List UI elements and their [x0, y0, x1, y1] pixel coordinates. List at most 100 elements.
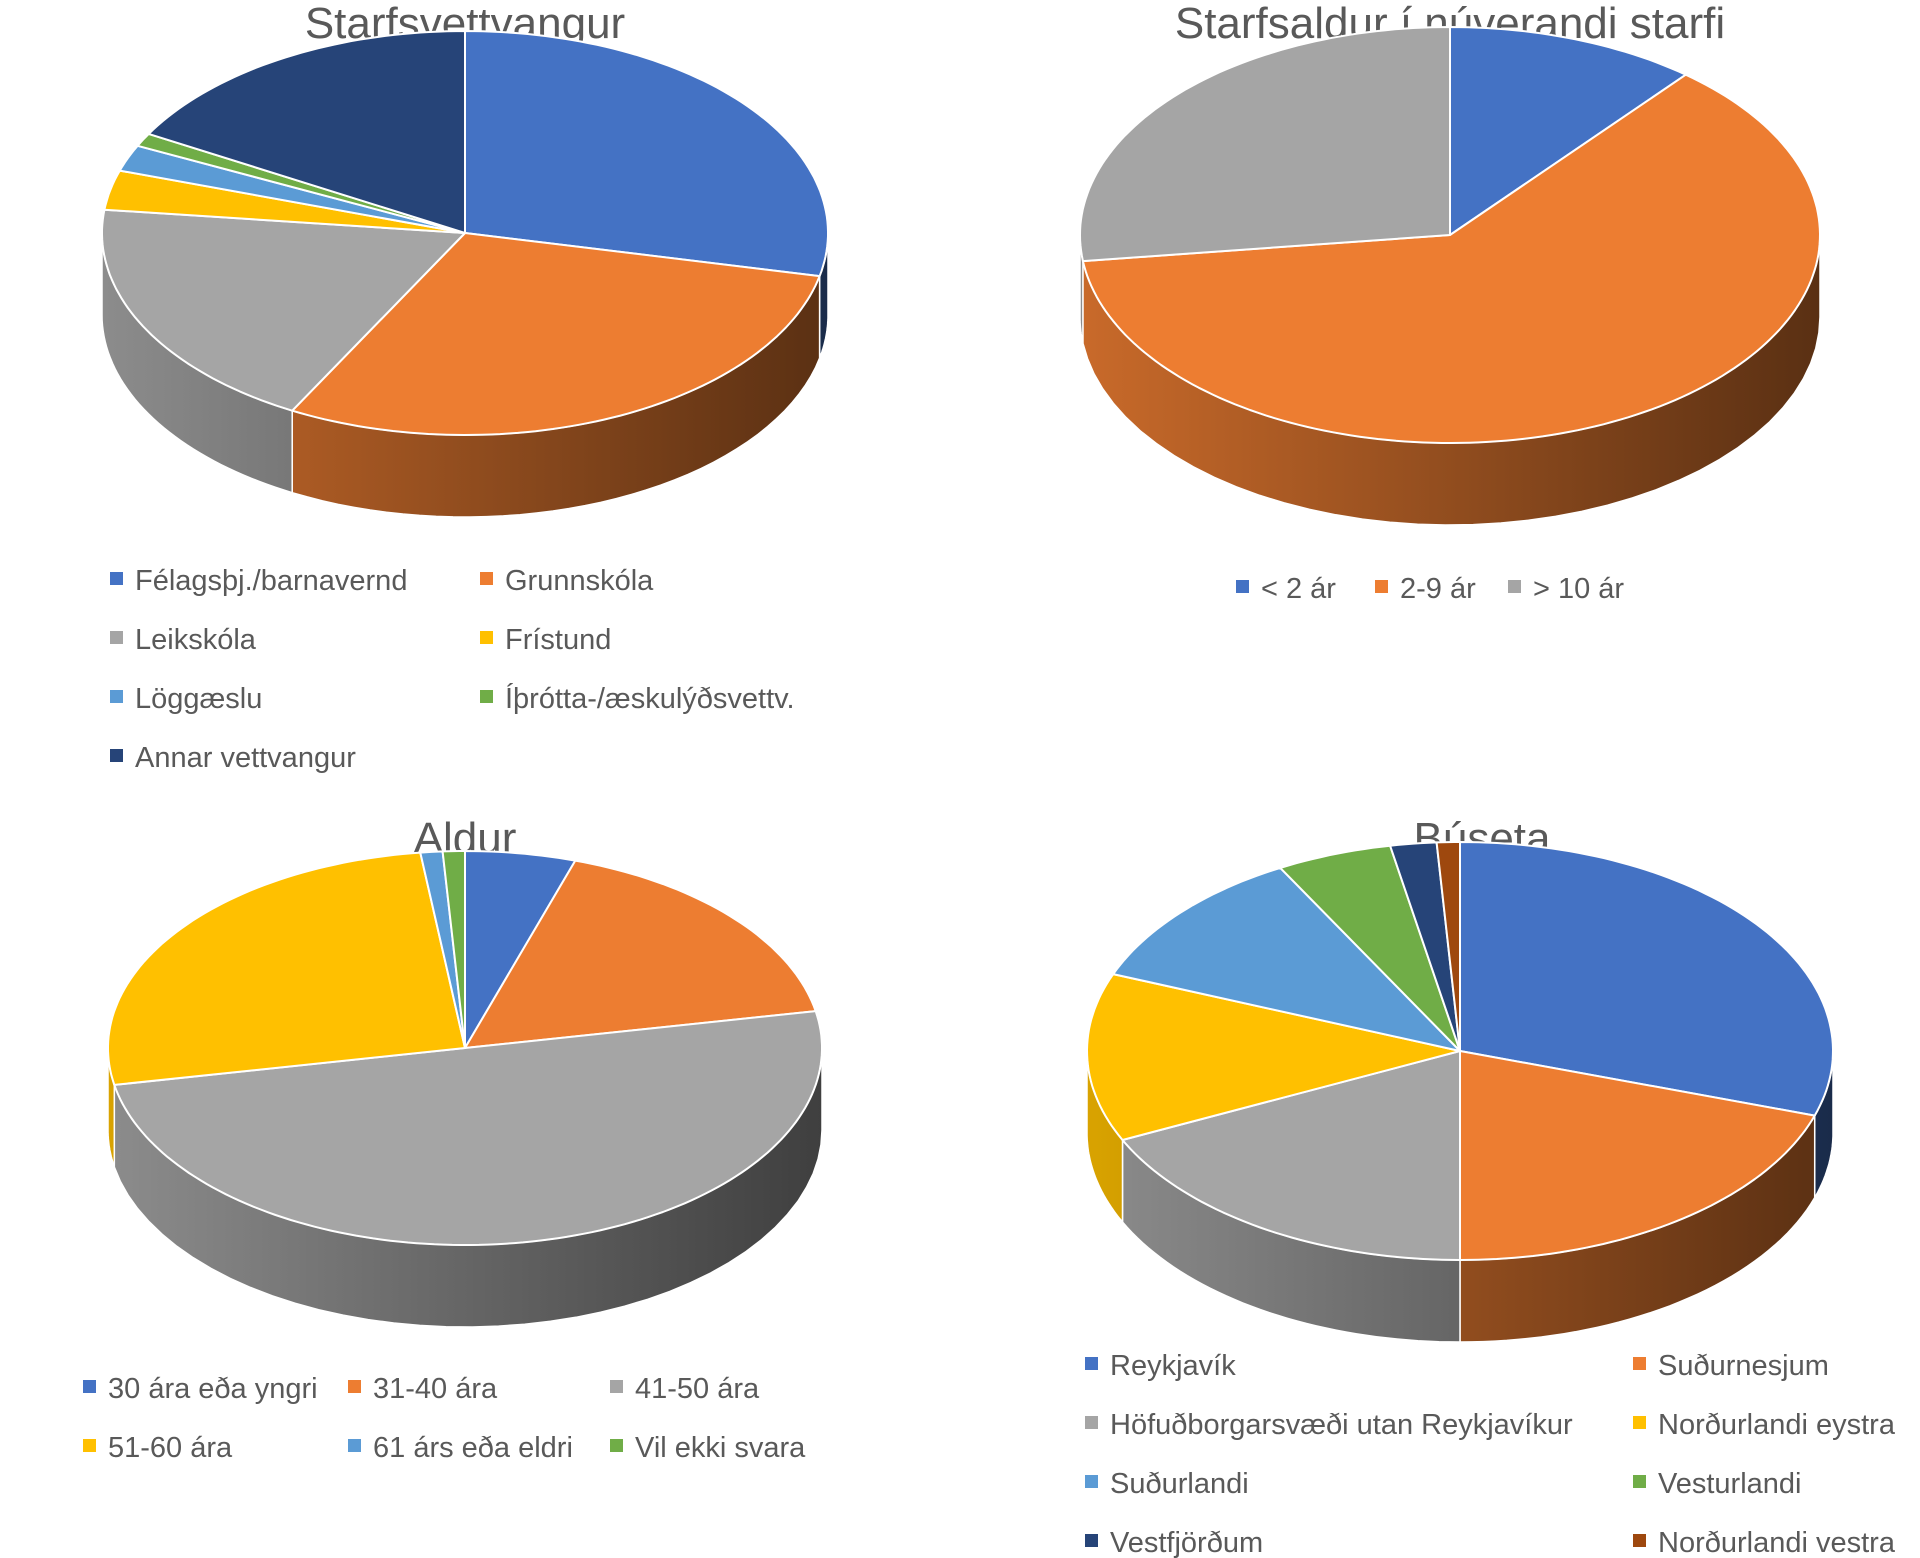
legend-item-lo-gg-slu: Löggæslu — [110, 683, 262, 715]
legend-swatch — [1633, 1475, 1646, 1488]
legend-swatch — [110, 631, 123, 644]
legend-swatch — [610, 1439, 623, 1452]
pie-slice-su-urnesjum — [1459, 1050, 1816, 1261]
pie-starfsvettvangur — [101, 30, 829, 518]
legend-swatch — [1508, 580, 1521, 593]
legend-label: < 2 ár — [1261, 573, 1336, 605]
pie-slice-lo-gg-slu — [118, 144, 466, 234]
legend-swatch — [83, 1439, 96, 1452]
pie-slice-nor-urlandi-eystra — [1086, 973, 1461, 1141]
legend-item-nor-urlandi-vestra: Norðurlandi vestra — [1633, 1527, 1896, 1558]
legend-label: Norðurlandi vestra — [1658, 1527, 1896, 1558]
pie-slice-reykjavi-k — [1459, 841, 1834, 1117]
pie-top — [1079, 26, 1821, 444]
legend-item-grunnsko-la: Grunnskóla — [480, 565, 654, 597]
legend-swatch — [348, 1439, 361, 1452]
legend-label: Grunnskóla — [505, 565, 654, 597]
legend-label: Félagsþj./barnavernd — [135, 565, 407, 597]
pie-slice-annar-vettvangur — [147, 30, 466, 234]
pie-top — [1086, 841, 1834, 1261]
legend-item-30-a-ra-e-a-yngri: 30 ára eða yngri — [83, 1373, 318, 1405]
legend-item-fe-lags-j-barnavernd: Félagsþj./barnavernd — [110, 565, 407, 597]
legend-label: Reykjavík — [1110, 1350, 1236, 1382]
legend-swatch — [1633, 1357, 1646, 1370]
legend-item-vesturlandi: Vesturlandi — [1633, 1468, 1802, 1500]
legend-item-41-50-a-ra: 41-50 ára — [610, 1373, 760, 1405]
pie-slice-su-urlandi — [1112, 866, 1461, 1052]
chart-buseta: Búseta Reykjavík SuðurnesjumHöfuðborgarsv… — [1085, 814, 1896, 1558]
pie-slice-fe-lags-j-barnavernd — [464, 30, 829, 278]
legend-item-reykjavi-k: Reykjavík — [1085, 1350, 1236, 1382]
legend-swatch — [1236, 580, 1249, 593]
chart-starfsvettvangur: Starfsvettvangur Félagsþj./barnavernd Gru… — [101, 0, 829, 774]
pie-slice-30-a-ra-e-a-yngri — [464, 850, 577, 1049]
legend-label: Vesturlandi — [1658, 1468, 1802, 1500]
legend-item-fri-stund: Frístund — [480, 624, 611, 656]
pie-buseta — [1086, 841, 1834, 1343]
pie-slice-grunnsko-la — [291, 232, 821, 436]
legend-swatch — [1633, 1534, 1646, 1547]
legend-item-ho-fu-borgarsv-i-utan-reykjavi-kur: Höfuðborgarsvæði utan Reykjavíkur — [1085, 1409, 1573, 1441]
legend-label: 61 árs eða eldri — [373, 1432, 573, 1464]
legend-starfsvettvangur: Félagsþj./barnavernd Grunnskóla Leikskóla F… — [110, 565, 795, 774]
legend-label: Vestfjörðum — [1110, 1527, 1263, 1558]
legend-swatch — [1085, 1534, 1098, 1547]
legend-label: > 10 ár — [1533, 573, 1624, 605]
pie-slice-31-40-a-ra — [464, 859, 817, 1049]
chart-starfsaldur: Starfsaldur í núverandi starfi < 2 ár 2-9… — [1079, 0, 1821, 605]
legend-label: Íþrótta-/æskulýðsvettv. — [505, 682, 795, 715]
legend-item-vil-ekki-svara: Vil ekki svara — [610, 1432, 806, 1464]
legend-swatch — [1085, 1416, 1098, 1429]
legend-item-2-9-a-r: 2-9 ár — [1375, 573, 1476, 605]
legend-label: Höfuðborgarsvæði utan Reykjavíkur — [1110, 1409, 1573, 1441]
legend-swatch — [110, 749, 123, 762]
legend-swatch — [83, 1380, 96, 1393]
legend-label: 30 ára eða yngri — [108, 1373, 318, 1405]
legend-item-annar-vettvangur: Annar vettvangur — [110, 742, 356, 774]
legend-item-vestfjo-r-um: Vestfjörðum — [1085, 1527, 1263, 1558]
legend-swatch — [1085, 1357, 1098, 1370]
legend-item-51-60-a-ra: 51-60 ára — [83, 1432, 233, 1464]
pie-starfsaldur — [1079, 26, 1821, 526]
legend-swatch — [110, 690, 123, 703]
pie-slice-10-a-r — [1079, 26, 1451, 263]
legend-label: Löggæslu — [135, 683, 262, 715]
pie-slice-2-9-a-r — [1081, 73, 1821, 444]
legend-label: 2-9 ár — [1400, 573, 1476, 605]
legend-item-31-40-a-ra: 31-40 ára — [348, 1373, 498, 1405]
legend-label: Leikskóla — [135, 624, 257, 656]
legend-swatch — [110, 572, 123, 585]
legend-label: Suðurlandi — [1110, 1468, 1249, 1500]
legend-label: Suðurnesjum — [1658, 1350, 1829, 1382]
legend-label: Norðurlandi eystra — [1658, 1409, 1896, 1441]
pie-aldur — [107, 850, 823, 1328]
legend-item-i-ro-tta-skuly-svettv: Íþrótta-/æskulýðsvettv. — [480, 682, 795, 715]
pie-slice-vil-ekki-svara — [441, 850, 466, 1049]
legend-item-nor-urlandi-eystra: Norðurlandi eystra — [1633, 1409, 1896, 1441]
chart-aldur: Aldur 30 ára eða yngri 31-40 ára 41-50 ára… — [83, 814, 823, 1464]
pie-slice-nor-urlandi-vestra — [1435, 841, 1461, 1052]
legend-label: 51-60 ára — [108, 1432, 233, 1464]
legend-swatch — [610, 1380, 623, 1393]
legend-label: 31-40 ára — [373, 1373, 498, 1405]
pie-slice-vestfjo-r-um — [1389, 841, 1461, 1052]
legend-swatch — [1633, 1416, 1646, 1429]
legend-swatch — [1375, 580, 1388, 593]
legend-swatch — [480, 690, 493, 703]
legend-item-leiksko-la: Leikskóla — [110, 624, 257, 656]
legend-starfsaldur: < 2 ár 2-9 ár > 10 ár — [1236, 573, 1624, 605]
pie-slice-41-50-a-ra — [113, 1010, 823, 1246]
legend-swatch — [1085, 1475, 1098, 1488]
legend-buseta: Reykjavík Suðurnesjum Höfuðborgarsvæði uta… — [1085, 1350, 1896, 1558]
legend-item-su-urlandi: Suðurlandi — [1085, 1468, 1249, 1500]
legend-label: Vil ekki svara — [635, 1432, 806, 1464]
legend-swatch — [348, 1380, 361, 1393]
legend-label: 41-50 ára — [635, 1373, 760, 1405]
pie-top — [101, 30, 829, 436]
legend-item-2-a-r: < 2 ár — [1236, 573, 1336, 605]
pie-slice-ho-fu-borgarsv-i-utan-reykjavi-kur — [1121, 1050, 1461, 1261]
legend-swatch — [480, 631, 493, 644]
legend-item-su-urnesjum: Suðurnesjum — [1633, 1350, 1829, 1382]
pie-top — [107, 850, 823, 1246]
